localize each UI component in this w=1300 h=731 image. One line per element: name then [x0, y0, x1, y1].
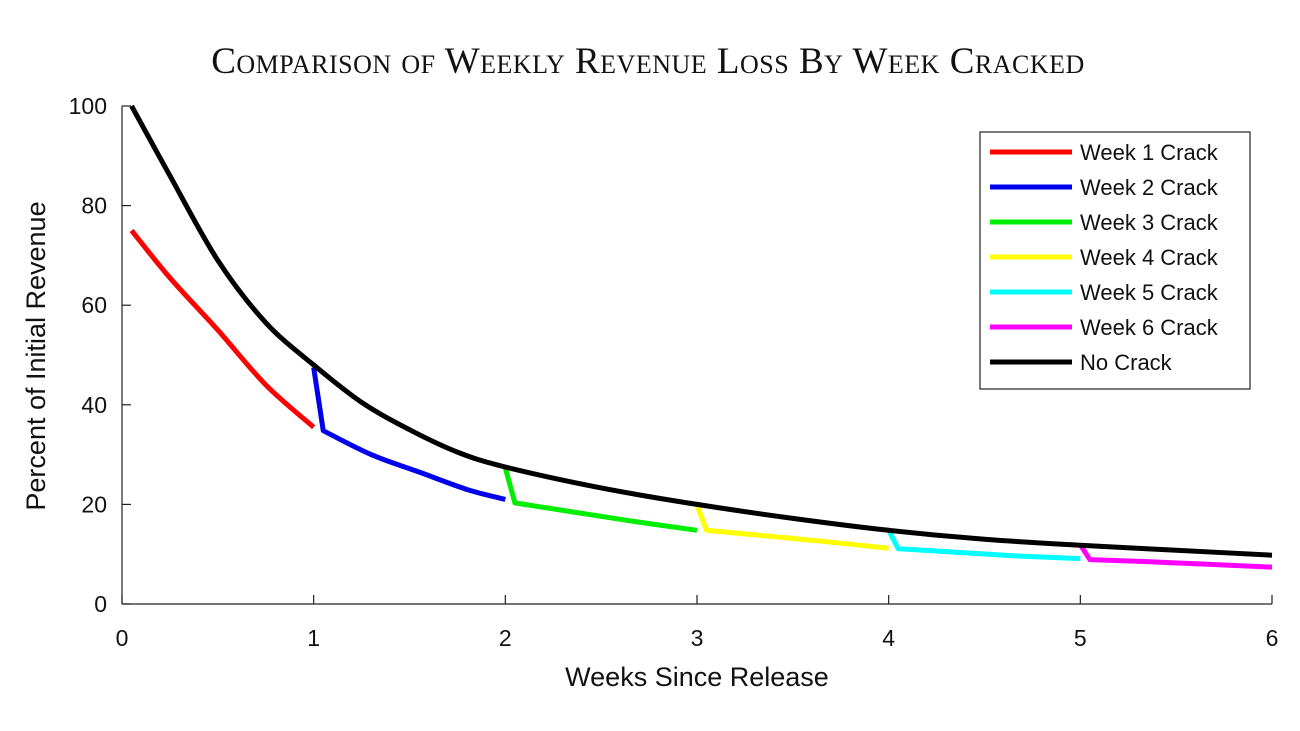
x-tick-label: 2 — [499, 625, 512, 651]
legend-label-week-3-crack: Week 3 Crack — [1080, 210, 1219, 235]
series-lines — [129, 104, 1273, 570]
legend-label-week-2-crack: Week 2 Crack — [1080, 175, 1219, 200]
x-tick-label: 5 — [1074, 625, 1087, 651]
x-tick-label: 4 — [882, 625, 895, 651]
legend-label-no-crack: No Crack — [1080, 350, 1173, 375]
y-tick-label: 80 — [81, 193, 107, 219]
x-tick-label: 1 — [307, 625, 320, 651]
legend-box — [979, 131, 1251, 390]
x-tick-label: 3 — [691, 625, 704, 651]
legend-label-week-4-crack: Week 4 Crack — [1080, 245, 1219, 270]
series-line-week-3-crack — [502, 467, 698, 533]
series-line-week-1-crack — [129, 228, 316, 430]
legend-label-week-6-crack: Week 6 Crack — [1080, 315, 1219, 340]
x-tick-label: 6 — [1266, 625, 1279, 651]
y-tick-label: 20 — [81, 491, 107, 517]
legend: Week 1 Crack Week 2 Crack Week 3 Crack Week… — [979, 131, 1251, 390]
series-line-no-crack — [129, 104, 1273, 558]
y-axis-label: Percent of Initial Revenue — [21, 201, 51, 510]
y-axis-ticks: 0 20 40 60 80 100 — [69, 93, 131, 617]
legend-label-week-5-crack: Week 5 Crack — [1080, 280, 1219, 305]
x-tick-label: 0 — [116, 625, 129, 651]
x-axis-label: Weeks Since Release — [565, 662, 829, 692]
chart-title: Comparison of Weekly Revenue Loss By Wee… — [211, 41, 1085, 82]
y-tick-label: 100 — [69, 93, 107, 119]
series-line-week-2-crack — [311, 367, 506, 502]
y-tick-label: 0 — [94, 591, 107, 617]
y-tick-label: 40 — [81, 392, 107, 418]
legend-label-week-1-crack: Week 1 Crack — [1080, 140, 1219, 165]
series-line-week-5-crack — [886, 529, 1081, 562]
y-tick-label: 60 — [81, 292, 107, 318]
series-line-week-6-crack — [1078, 543, 1273, 570]
series-line-week-4-crack — [694, 504, 889, 551]
x-axis-ticks: 0 1 2 3 4 5 6 — [116, 595, 1279, 651]
